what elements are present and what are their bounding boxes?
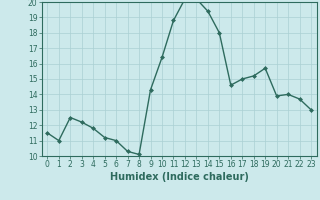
X-axis label: Humidex (Indice chaleur): Humidex (Indice chaleur) [110, 172, 249, 182]
